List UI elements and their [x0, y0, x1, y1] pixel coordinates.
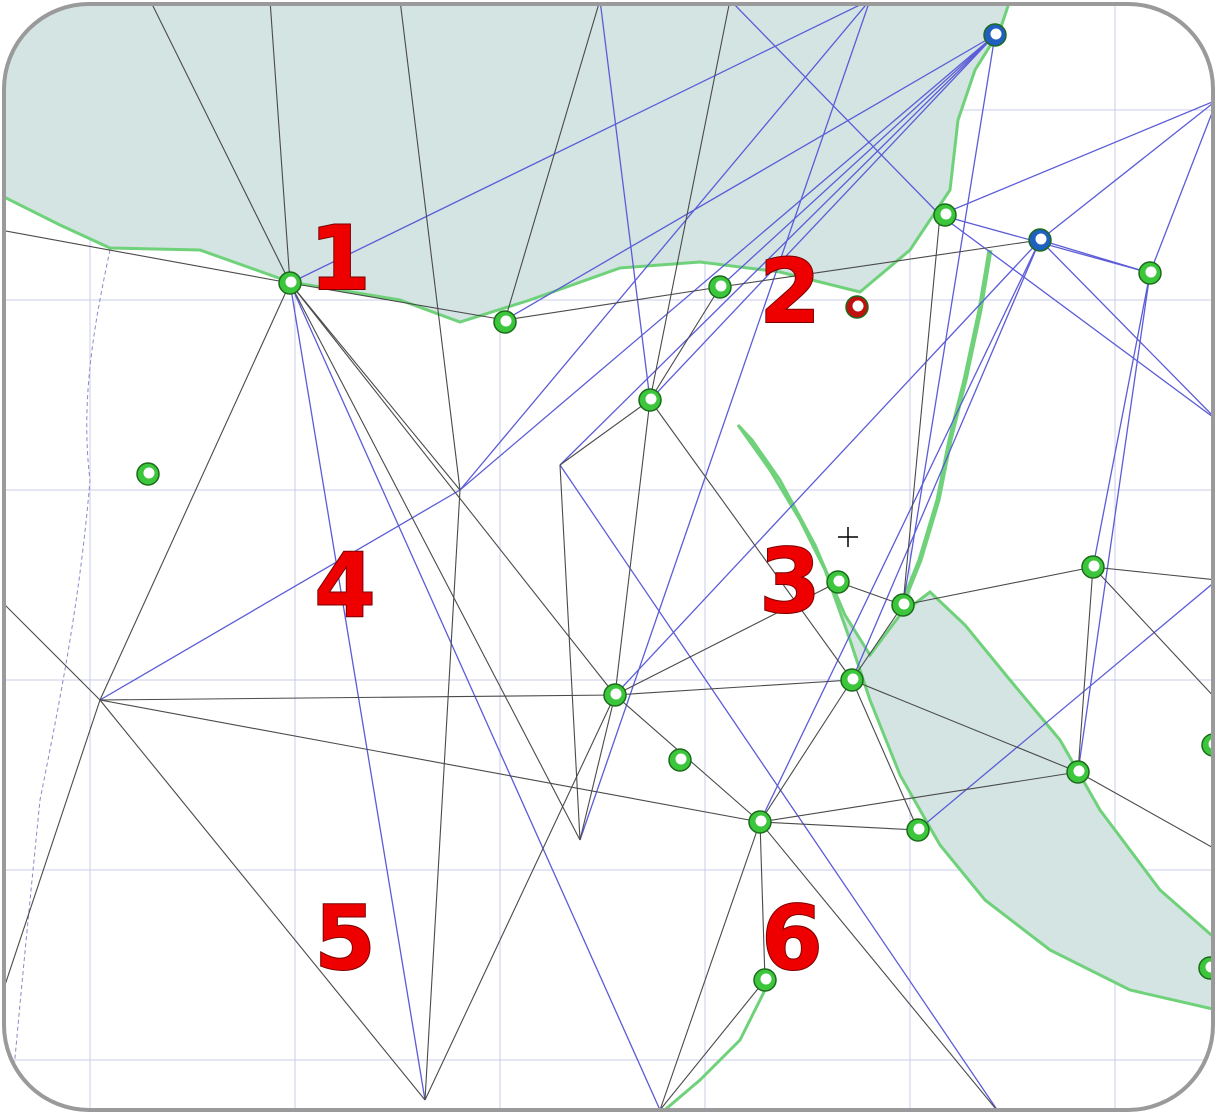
map-label: 3	[759, 530, 820, 633]
airport-marker-center	[676, 754, 687, 765]
map-label: 4	[314, 534, 375, 637]
airport-marker-center	[853, 301, 864, 312]
airport-marker-center	[716, 281, 727, 292]
airport-marker-center	[646, 394, 657, 405]
airport-marker-center	[1074, 766, 1085, 777]
airport-marker-center	[834, 576, 845, 587]
airport-marker-center	[501, 316, 512, 327]
map-label: 5	[314, 887, 375, 990]
map-label: 6	[761, 887, 822, 990]
airport-marker-center	[914, 824, 925, 835]
airport-marker-center	[756, 816, 767, 827]
map-label: 2	[759, 240, 820, 343]
map-label: 1	[309, 207, 370, 310]
airport-marker-center	[991, 29, 1002, 40]
airport-marker-center	[899, 599, 910, 610]
airport-marker-center	[1089, 561, 1100, 572]
airport-marker-center	[286, 277, 297, 288]
airport-marker-center	[1036, 234, 1047, 245]
airport-marker-center	[144, 468, 155, 479]
airport-marker-center	[848, 674, 859, 685]
airport-marker-center	[1146, 267, 1157, 278]
airport-marker-center	[941, 209, 952, 220]
airport-marker-center	[611, 689, 622, 700]
